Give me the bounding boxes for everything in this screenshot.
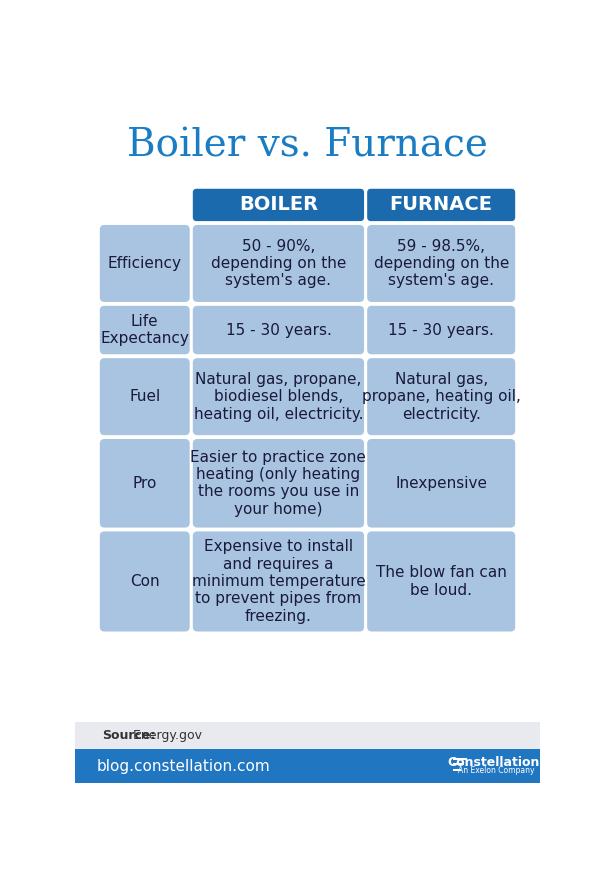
Text: 50 - 90%,
depending on the
system's age.: 50 - 90%, depending on the system's age. [211,238,346,289]
Text: BOILER: BOILER [239,195,318,215]
FancyBboxPatch shape [367,306,515,355]
Text: Boiler vs. Furnace: Boiler vs. Furnace [127,127,488,165]
Bar [453,768,461,771]
Bar [75,750,540,783]
Text: 15 - 30 years.: 15 - 30 years. [226,323,331,338]
Text: Con: Con [130,574,160,589]
Text: Pro: Pro [133,476,157,491]
Text: Natural gas, propane,
biodiesel blends,
heating oil, electricity.: Natural gas, propane, biodiesel blends, … [194,371,363,422]
FancyBboxPatch shape [100,306,190,355]
Text: Fuel: Fuel [129,389,160,404]
Text: Constellation.: Constellation. [447,756,544,769]
FancyBboxPatch shape [367,225,515,302]
FancyBboxPatch shape [367,358,515,435]
Text: FURNACE: FURNACE [389,195,493,215]
FancyBboxPatch shape [100,532,190,632]
FancyBboxPatch shape [193,532,364,632]
Bar [453,763,464,766]
Text: Easier to practice zone
heating (only heating
the rooms you use in
your home): Easier to practice zone heating (only he… [191,450,367,517]
FancyBboxPatch shape [100,225,190,302]
Text: 59 - 98.5%,
depending on the
system's age.: 59 - 98.5%, depending on the system's ag… [373,238,509,289]
FancyBboxPatch shape [193,225,364,302]
FancyBboxPatch shape [367,188,515,221]
Bar [453,758,467,760]
Text: An Exelon Company: An Exelon Company [458,766,534,774]
FancyBboxPatch shape [367,439,515,528]
FancyBboxPatch shape [193,188,364,221]
FancyBboxPatch shape [193,439,364,528]
Text: Expensive to install
and requires a
minimum temperature
to prevent pipes from
fr: Expensive to install and requires a mini… [191,539,365,624]
Text: Inexpensive: Inexpensive [395,476,487,491]
Bar [75,722,540,750]
Text: 15 - 30 years.: 15 - 30 years. [388,323,494,338]
Text: Life
Expectancy: Life Expectancy [100,314,189,346]
Text: Efficiency: Efficiency [108,256,182,271]
Text: Energy.gov: Energy.gov [129,729,202,742]
FancyBboxPatch shape [193,306,364,355]
FancyBboxPatch shape [100,358,190,435]
Text: Natural gas,
propane, heating oil,
electricity.: Natural gas, propane, heating oil, elect… [362,371,521,422]
FancyBboxPatch shape [100,439,190,528]
Text: blog.constellation.com: blog.constellation.com [97,759,271,774]
FancyBboxPatch shape [367,532,515,632]
FancyBboxPatch shape [193,358,364,435]
Text: The blow fan can
be loud.: The blow fan can be loud. [376,565,506,598]
Text: Source:: Source: [102,729,155,742]
